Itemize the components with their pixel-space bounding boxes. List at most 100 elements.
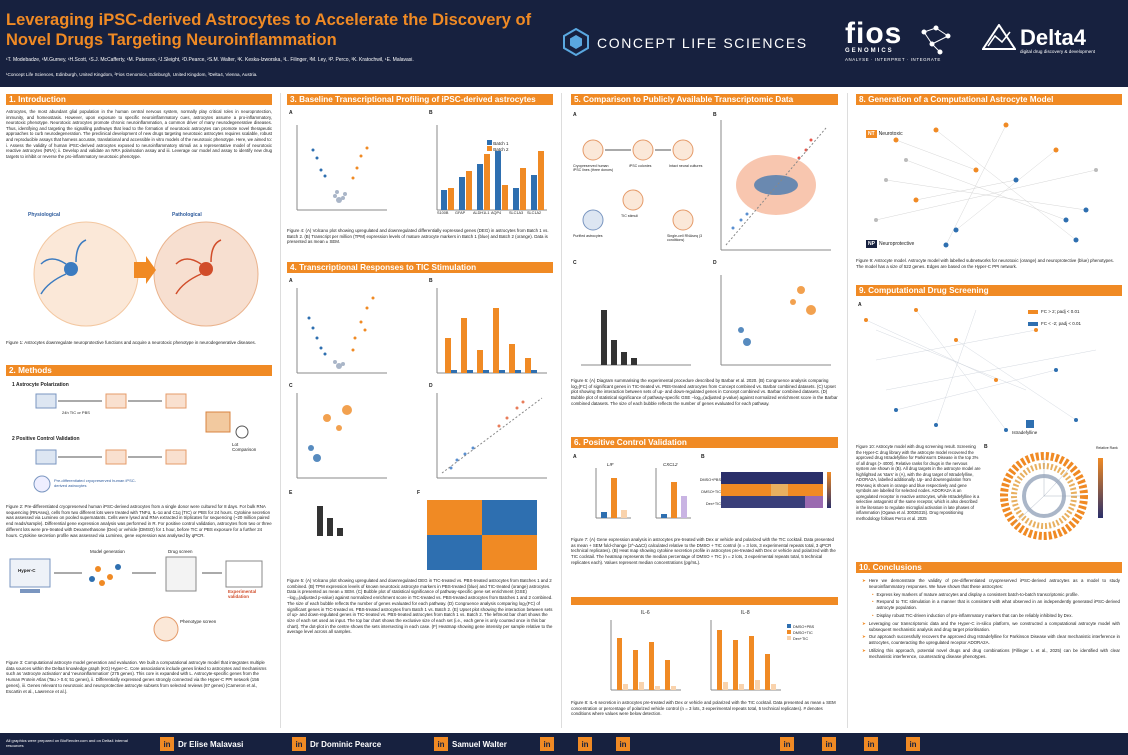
fios-logo-text: fios xyxy=(845,17,903,50)
fig4-bar-batch2 xyxy=(520,168,526,210)
linkedin-link-5[interactable]: in xyxy=(578,737,596,751)
fig4-bar-batch2 xyxy=(502,185,508,210)
linkedin-icon: in xyxy=(160,737,174,751)
linkedin-icon: in xyxy=(780,737,794,751)
fig4-legend-batch1: Batch 1 xyxy=(493,141,509,146)
fig6-step-colonies: iPSC colonies xyxy=(629,164,652,168)
section-positive-control: 6. Positive Control Validation xyxy=(571,437,838,448)
methods-lot-comparison: Lot Comparison xyxy=(232,442,257,452)
concept-logo-text: CONCEPT LIFE SCIENCES xyxy=(597,35,808,51)
divider xyxy=(280,93,281,728)
footer-extra-links: in in in xyxy=(540,737,634,751)
fig8-il8-label: IL-8 xyxy=(741,610,750,616)
fig4-tick-label: AQP4 xyxy=(491,211,502,215)
section-bar-strip xyxy=(571,597,838,605)
fig3-experimental-label: Experimental validation xyxy=(228,589,257,599)
figure-1-caption: Figure 1: Astrocytes downregulate neurop… xyxy=(6,340,256,345)
linkedin-icon: in xyxy=(540,737,554,751)
fig6-step-ipsc-lines: Cryopreserved human iPSC lines (three do… xyxy=(573,164,614,172)
poster-title: Leveraging iPSC-derived Astrocytes to Ac… xyxy=(6,11,532,49)
fig4-bars xyxy=(441,151,544,210)
figure-10b-sunburst: B Relative Rank xyxy=(984,444,1122,548)
fig4-tick-label: GFAP xyxy=(455,211,466,215)
fig9-neurotoxic-label: Neurotoxic xyxy=(878,131,903,137)
bullet-arrow-icon: ➤ xyxy=(862,647,866,653)
footer-person-2: Dr Dominic Pearce xyxy=(310,739,382,749)
fig7-row-label: DMSO+PBS xyxy=(699,478,721,482)
fig10-legend-down: FC < -2; padj < 0.01 xyxy=(1041,321,1082,326)
fig8-legend-item: Dex+TIC xyxy=(787,636,814,642)
fig6-step-scrnaseq: Single-cell RNAseq (3 conditions) xyxy=(667,234,703,242)
section-conclusions: 10. Conclusions xyxy=(856,562,1122,573)
linkedin-link-4[interactable]: in xyxy=(540,737,558,751)
linkedin-link-8[interactable]: in xyxy=(822,737,840,751)
fig4-bar-batch1 xyxy=(441,190,447,210)
conclusion-1: Here we demonstrate the validity of pre-… xyxy=(868,578,1120,589)
linkedin-link-10[interactable]: in xyxy=(906,737,924,751)
figure-5-caption: Figure 5: (A) Volcano plot showing upreg… xyxy=(287,578,553,635)
fig4-bar-batch1 xyxy=(495,151,501,210)
methods-step-1: 1 Astrocyte Polarization xyxy=(12,382,69,388)
figure-8-plots: IL-6 IL-8 DMSO+PBS DMSO+TIC Dex+TIC xyxy=(571,610,838,700)
figure-7-plots: A B LIF CXCL2 DMSO+PBS DMSO+TIC Dex+TIC xyxy=(571,452,838,534)
figure-1-diagram: Physiological Pathological xyxy=(6,204,272,334)
conclusion-1a: Express key markers of mature astrocytes… xyxy=(876,591,1079,597)
figure-6-caption: Figure 6: (A) Diagram summarising the ex… xyxy=(571,378,838,406)
fig8-il6-label: IL-6 xyxy=(641,610,650,616)
bullet-arrow-icon: ➤ xyxy=(862,634,866,640)
bullet-arrow-icon: ➤ xyxy=(862,578,866,583)
fig4-legend-batch2: Batch 2 xyxy=(493,147,509,152)
fig10-legend-up: FC > 2; padj < 0.01 xyxy=(1041,309,1080,314)
delta4-logo-tag: digital drug discovery & development xyxy=(1020,49,1096,54)
linkedin-link-1[interactable]: in Dr Elise Malavasi xyxy=(160,737,243,751)
conclusion-1b: Respond to TIC stimulation in a manner t… xyxy=(876,599,1120,611)
fios-logo: fios GENOMICS ANALYSE · INTERPRET · INTE… xyxy=(845,17,941,63)
fig3-model-label: Model generation xyxy=(90,549,125,554)
fig7-gene-lif: LIF xyxy=(607,462,614,467)
linkedin-link-7[interactable]: in xyxy=(780,737,798,751)
author-list: ¹T. Modebadze, ¹M.Gurney, ¹H.Scott, ¹S.J… xyxy=(6,57,414,63)
section-baseline-profiling: 3. Baseline Transcriptional Profiling of… xyxy=(287,94,553,105)
fig4-bar-batch2 xyxy=(538,151,544,210)
linkedin-link-3[interactable]: in Samuel Walter xyxy=(434,737,507,751)
figure-4-caption: Figure 4: (A) Volcano plot showing upreg… xyxy=(287,228,549,245)
section-methods: 2. Methods xyxy=(6,365,272,376)
fig3-drug-label: Drug screen xyxy=(168,549,193,554)
fig9-nt-tag: NT Neurotoxic xyxy=(866,130,903,138)
delta4-logo-icon xyxy=(981,23,1017,55)
figure-7-caption: Figure 7: (A) Gene expression analysis i… xyxy=(571,537,836,565)
section-introduction: 1. Introduction xyxy=(6,94,272,105)
fig7-gene-cxcl2: CXCL2 xyxy=(663,462,678,467)
linkedin-link-6[interactable]: in xyxy=(616,737,634,751)
linkedin-icon: in xyxy=(434,737,448,751)
fig1-pathological-label: Pathological xyxy=(172,212,202,218)
linkedin-link-2[interactable]: in Dr Dominic Pearce xyxy=(292,737,381,751)
conclusion-2: Leveraging our transcriptomic data and t… xyxy=(868,620,1120,632)
figure-4-plots: A B Batch 1 Batch 2 S100B GFAP ALDH1L1 AQP4… xyxy=(287,110,553,225)
section-computational-model: 8. Generation of a Computational Astrocy… xyxy=(856,94,1122,105)
figure-6-plots: A B C D Cryopreserved human iPSC lines (… xyxy=(571,110,838,378)
fig6-step-purified: Purified astrocytes xyxy=(573,234,603,238)
fig6-step-neural: Intact neural cultures xyxy=(669,164,703,168)
fig9-np-tag: NP Neuroprotective xyxy=(866,240,915,248)
fig4-bar-batch1 xyxy=(477,164,483,210)
fig3-phenotype-label: Phenotype screen xyxy=(180,619,217,624)
conclusion-1c: Display robust TIC-driven induction of p… xyxy=(876,612,1073,618)
fig4-tick-label: SLC1A3 xyxy=(509,211,524,215)
linkedin-icon: in xyxy=(906,737,920,751)
figure-3-diagram: Hyper-C Model generation Drug screen Phe… xyxy=(6,549,272,657)
fig1-physiological-label: Physiological xyxy=(28,212,61,218)
section-tic-responses: 4. Transcriptional Responses to TIC Stim… xyxy=(287,262,553,273)
methods-predifferentiated: Pre-differentiated cryopreserved human i… xyxy=(54,478,136,488)
poster-footer: All graphics were prepared on BioRender.… xyxy=(0,733,1128,755)
fig7-row-label: Dex+TIC xyxy=(705,502,721,506)
figure-10-caption: Figure 10: Astrocyte model with drug scr… xyxy=(856,444,981,521)
linkedin-icon: in xyxy=(616,737,630,751)
fig7-row-label: DMSO+TIC xyxy=(701,490,721,494)
conclusions-list: ➤ Here we demonstrate the validity of pre… xyxy=(862,578,1120,659)
methods-tic-label: 24h TIC or PBS xyxy=(62,410,90,415)
fig4-bar-batch2 xyxy=(466,171,472,210)
linkedin-link-9[interactable]: in xyxy=(864,737,882,751)
figure-3-caption: Figure 3: Computational astrocyte model … xyxy=(6,660,267,694)
fig4-tick-label: SLC1A2 xyxy=(527,211,542,215)
